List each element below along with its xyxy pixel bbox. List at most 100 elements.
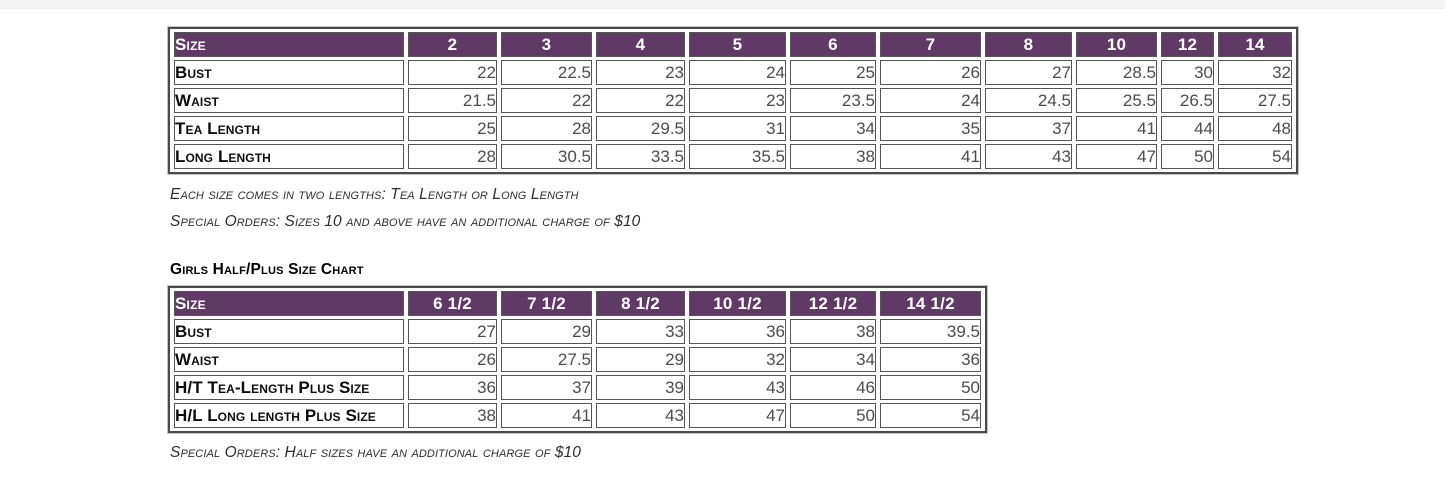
table-row-tea-length: Tea Length 25 28 29.5 31 34 35 37 41 44 …	[174, 116, 1292, 141]
bust-value: 32	[1218, 60, 1292, 85]
bust-value: 23	[596, 60, 685, 85]
column-header-size-3: 3	[501, 32, 592, 57]
bust-value: 26	[880, 60, 981, 85]
table-row-long-length: Long Length 28 30.5 33.5 35.5 38 41 43 4…	[174, 144, 1292, 169]
tea-length-value: 48	[1218, 116, 1292, 141]
table-row-bust: Bust 22 22.5 23 24 25 26 27 28.5 30 32	[174, 60, 1292, 85]
tea-length-value: 37	[985, 116, 1072, 141]
waist-value: 26.5	[1161, 88, 1214, 113]
column-header-size-10-half: 10 1/2	[689, 291, 786, 316]
table-row-waist: Waist 21.5 22 22 23 23.5 24 24.5 25.5 26…	[174, 88, 1292, 113]
bust-value: 25	[790, 60, 876, 85]
bust-value: 39.5	[880, 319, 981, 344]
half-sizes-special-orders-note: Special Orders: Half sizes have an addit…	[170, 444, 581, 461]
bust-value: 27	[985, 60, 1072, 85]
row-label-ht-tea-length-plus: H/T Tea-Length Plus Size	[174, 375, 404, 400]
waist-value: 36	[880, 347, 981, 372]
long-length-value: 47	[1076, 144, 1157, 169]
long-length-value: 35.5	[689, 144, 786, 169]
ht-tea-length-value: 46	[790, 375, 876, 400]
long-length-value: 38	[790, 144, 876, 169]
column-header-size-7-half: 7 1/2	[501, 291, 592, 316]
hl-long-length-value: 47	[689, 403, 786, 428]
column-header-size-8: 8	[985, 32, 1072, 57]
bust-value: 29	[501, 319, 592, 344]
waist-value: 27.5	[1218, 88, 1292, 113]
waist-value: 27.5	[501, 347, 592, 372]
bust-value: 22.5	[501, 60, 592, 85]
row-label-hl-long-length-plus: H/L Long length Plus Size	[174, 403, 404, 428]
bust-value: 27	[408, 319, 497, 344]
tea-length-value: 31	[689, 116, 786, 141]
row-label-tea-length: Tea Length	[174, 116, 404, 141]
bust-value: 36	[689, 319, 786, 344]
waist-value: 24.5	[985, 88, 1072, 113]
long-length-value: 28	[408, 144, 497, 169]
column-header-size-10: 10	[1076, 32, 1157, 57]
row-label-bust: Bust	[174, 60, 404, 85]
column-header-size-6-half: 6 1/2	[408, 291, 497, 316]
bust-value: 24	[689, 60, 786, 85]
tea-length-value: 35	[880, 116, 981, 141]
waist-value: 23	[689, 88, 786, 113]
ht-tea-length-value: 37	[501, 375, 592, 400]
waist-value: 32	[689, 347, 786, 372]
bust-value: 38	[790, 319, 876, 344]
waist-value: 22	[596, 88, 685, 113]
waist-value: 26	[408, 347, 497, 372]
column-header-size-4: 4	[596, 32, 685, 57]
long-length-value: 54	[1218, 144, 1292, 169]
column-header-size-7: 7	[880, 32, 981, 57]
tea-length-value: 44	[1161, 116, 1214, 141]
waist-value: 24	[880, 88, 981, 113]
page-top-strip	[0, 0, 1445, 9]
column-header-size-12-half: 12 1/2	[790, 291, 876, 316]
header-row: Size 6 1/2 7 1/2 8 1/2 10 1/2 12 1/2 14 …	[174, 291, 981, 316]
hl-long-length-value: 54	[880, 403, 981, 428]
bust-value: 28.5	[1076, 60, 1157, 85]
row-label-bust: Bust	[174, 319, 404, 344]
column-header-size-2: 2	[408, 32, 497, 57]
waist-value: 29	[596, 347, 685, 372]
hl-long-length-value: 50	[790, 403, 876, 428]
waist-value: 22	[501, 88, 592, 113]
special-orders-note: Special Orders: Sizes 10 and above have …	[170, 213, 641, 230]
tea-length-value: 34	[790, 116, 876, 141]
waist-value: 34	[790, 347, 876, 372]
hl-long-length-value: 41	[501, 403, 592, 428]
column-header-size-6: 6	[790, 32, 876, 57]
table-row-ht-tea-length-plus: H/T Tea-Length Plus Size 36 37 39 43 46 …	[174, 375, 981, 400]
hl-long-length-value: 38	[408, 403, 497, 428]
bust-value: 33	[596, 319, 685, 344]
table-row-waist: Waist 26 27.5 29 32 34 36	[174, 347, 981, 372]
girls-size-chart-table: Size 2 3 4 5 6 7 8 10 12 14 Bust 22 22.5…	[168, 27, 1298, 174]
lengths-note: Each size comes in two lengths: Tea Leng…	[170, 186, 579, 203]
column-header-size-12: 12	[1161, 32, 1214, 57]
header-row: Size 2 3 4 5 6 7 8 10 12 14	[174, 32, 1292, 57]
long-length-value: 30.5	[501, 144, 592, 169]
table-row-bust: Bust 27 29 33 36 38 39.5	[174, 319, 981, 344]
bust-value: 22	[408, 60, 497, 85]
half-plus-chart-title: Girls Half/Plus Size Chart	[170, 261, 364, 278]
half-plus-size-chart-table: Size 6 1/2 7 1/2 8 1/2 10 1/2 12 1/2 14 …	[168, 286, 987, 433]
tea-length-value: 25	[408, 116, 497, 141]
tea-length-value: 29.5	[596, 116, 685, 141]
ht-tea-length-value: 50	[880, 375, 981, 400]
bust-value: 30	[1161, 60, 1214, 85]
size-header-cell: Size	[174, 291, 404, 316]
table-row-hl-long-length-plus: H/L Long length Plus Size 38 41 43 47 50…	[174, 403, 981, 428]
waist-value: 21.5	[408, 88, 497, 113]
ht-tea-length-value: 43	[689, 375, 786, 400]
tea-length-value: 28	[501, 116, 592, 141]
waist-value: 25.5	[1076, 88, 1157, 113]
column-header-size-8-half: 8 1/2	[596, 291, 685, 316]
row-label-waist: Waist	[174, 347, 404, 372]
tea-length-value: 41	[1076, 116, 1157, 141]
column-header-size-14: 14	[1218, 32, 1292, 57]
row-label-long-length: Long Length	[174, 144, 404, 169]
long-length-value: 50	[1161, 144, 1214, 169]
column-header-size-5: 5	[689, 32, 786, 57]
row-label-waist: Waist	[174, 88, 404, 113]
size-header-cell: Size	[174, 32, 404, 57]
size-chart-page: Size 2 3 4 5 6 7 8 10 12 14 Bust 22 22.5…	[168, 9, 1445, 462]
